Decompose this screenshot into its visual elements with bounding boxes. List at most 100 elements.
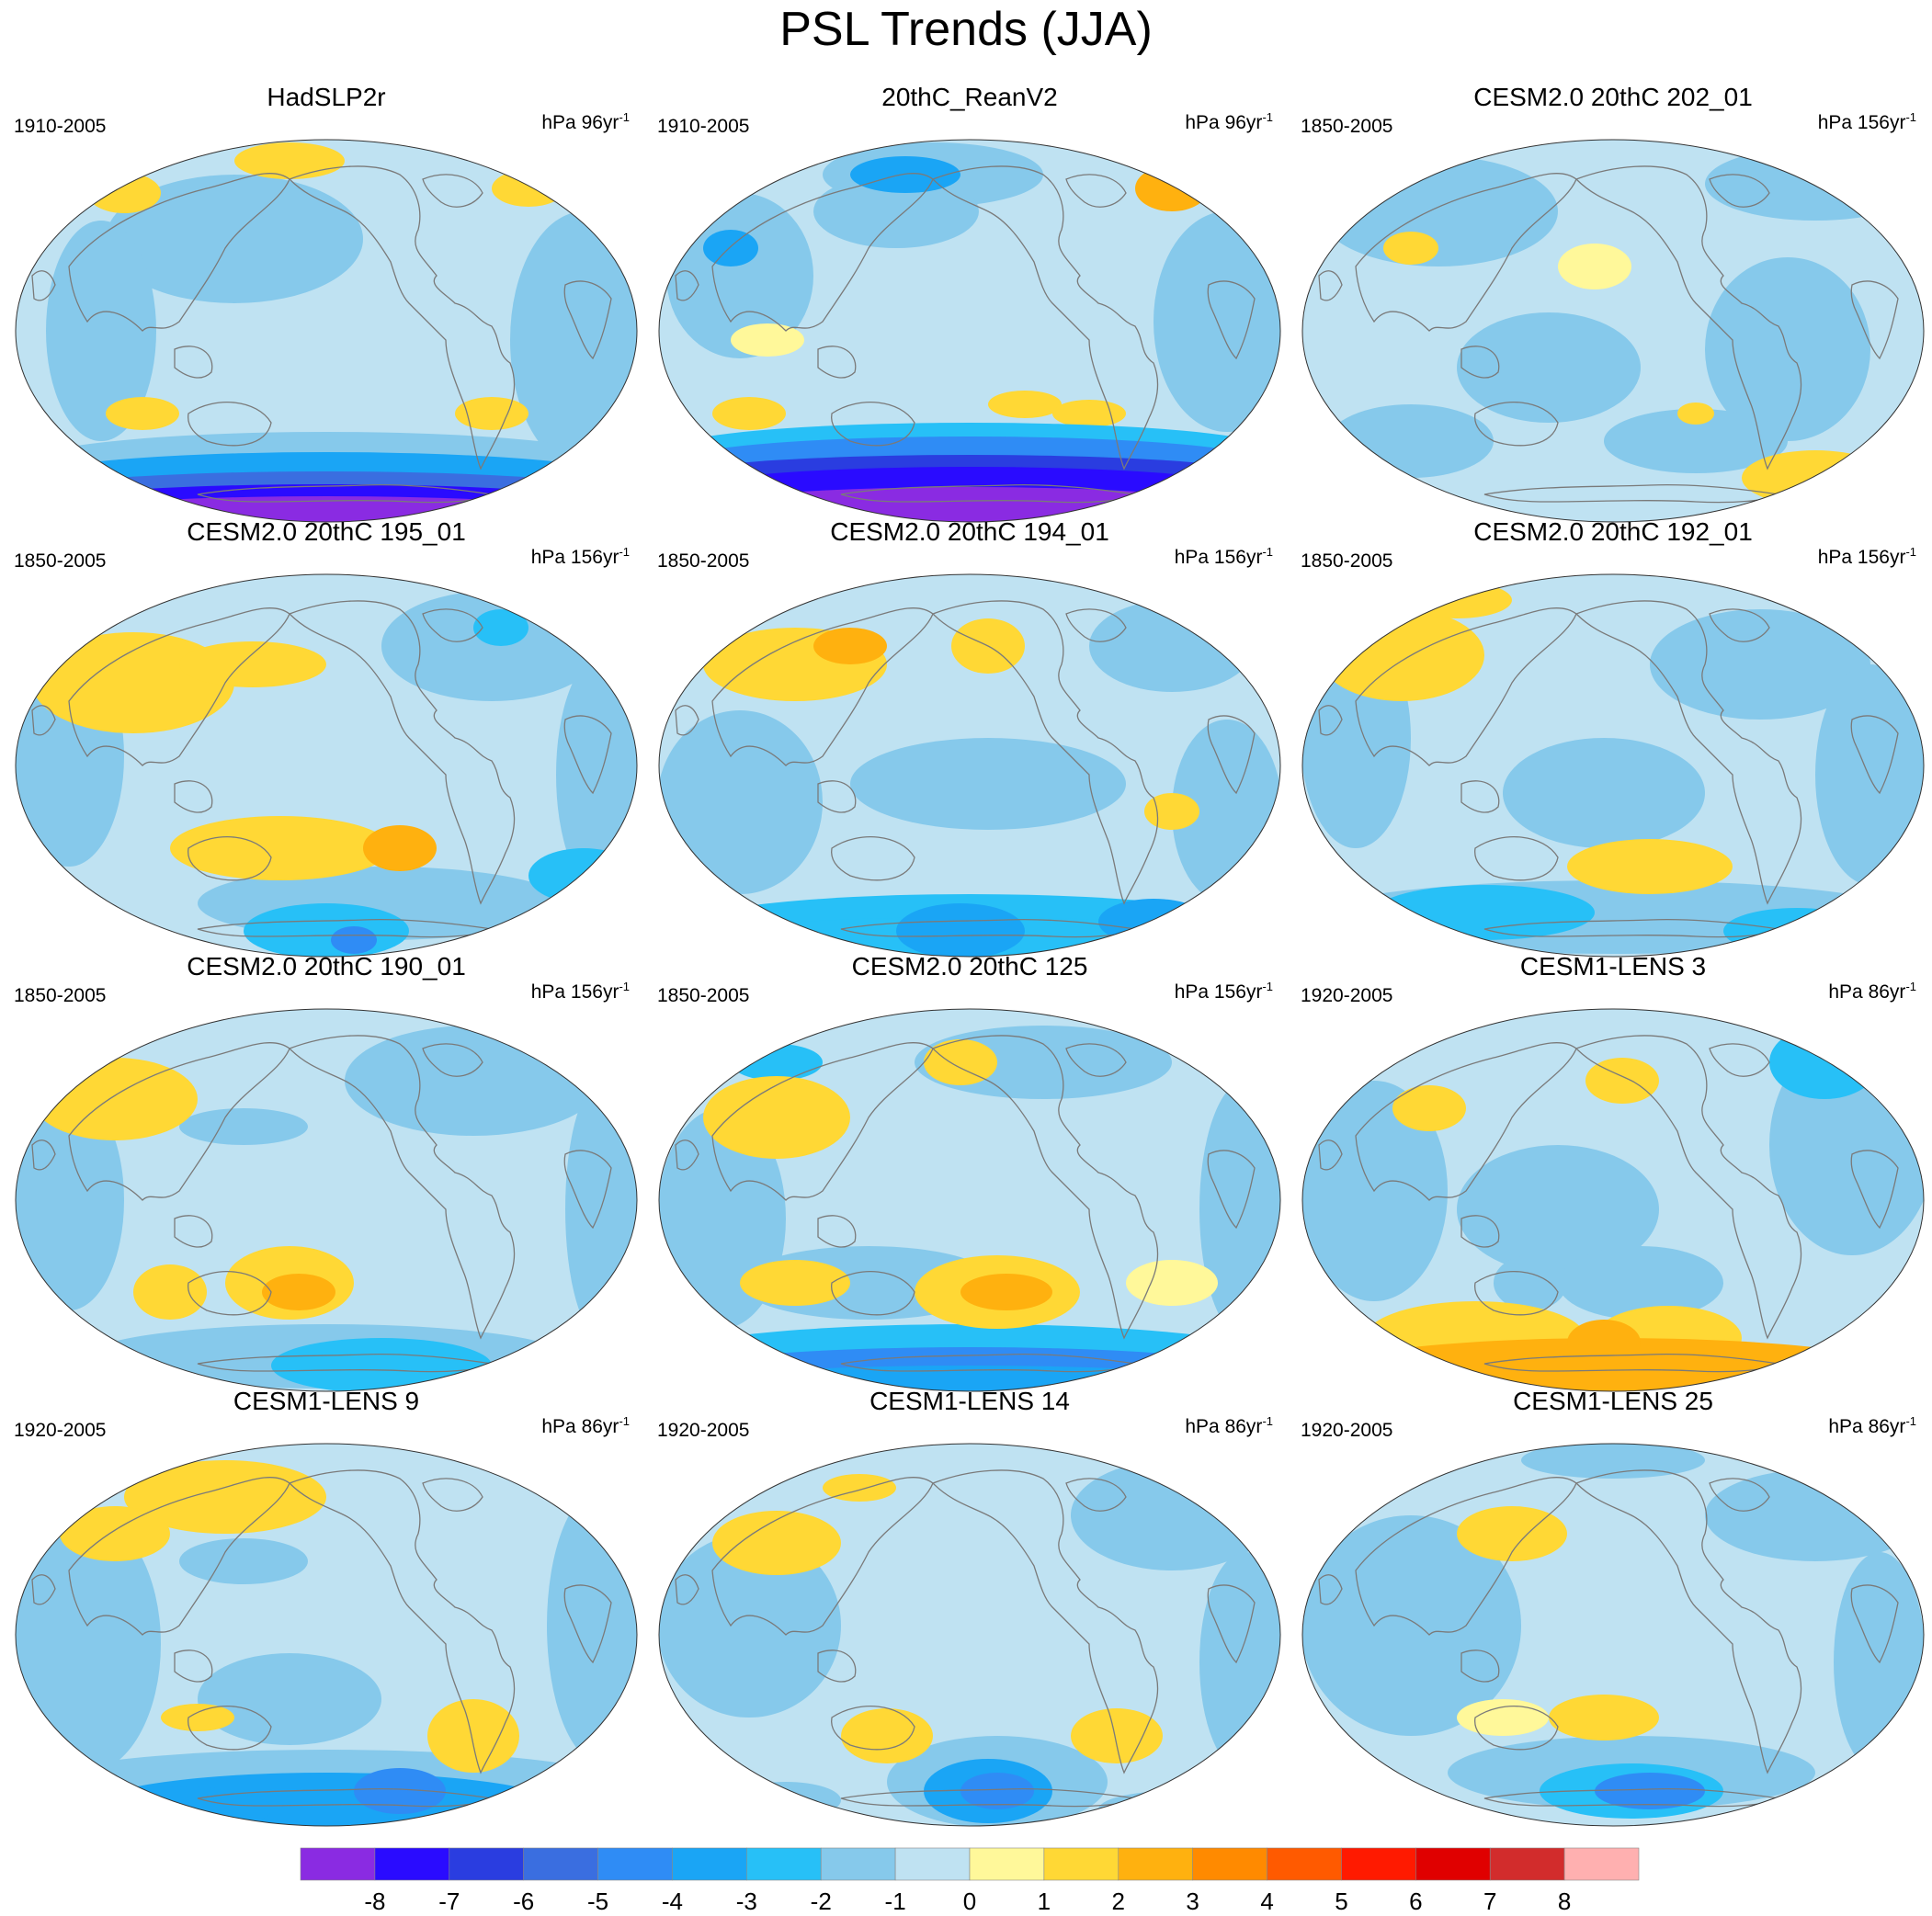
colorbar-tick-label: -8: [364, 1888, 386, 1915]
coastline: [817, 780, 857, 813]
map-projection: [15, 1008, 638, 1392]
trend-contour: [1098, 899, 1209, 945]
trend-contour: [731, 1044, 823, 1081]
map-outline: [15, 1008, 638, 1392]
trend-contour: [363, 825, 437, 871]
panel-period: 1850-2005: [1301, 116, 1393, 137]
coastline: [422, 1043, 483, 1077]
trend-contour: [179, 1108, 308, 1145]
coastline: [1850, 280, 1899, 360]
colorbar-tick-label: 6: [1409, 1888, 1423, 1915]
trend-contour: [1521, 1444, 1705, 1479]
coastline: [1207, 1584, 1256, 1664]
trend-contour: [1383, 232, 1438, 265]
trend-contour: [1585, 1058, 1659, 1104]
coastline: [931, 165, 1159, 470]
panel-period: 1910-2005: [657, 116, 750, 137]
trend-contour: [198, 1653, 381, 1745]
colorbar: [300, 1847, 1640, 1881]
coastline: [1460, 1650, 1500, 1683]
coastline: [563, 1150, 612, 1230]
coastline: [817, 1650, 857, 1683]
colorbar-tick-label: -6: [513, 1888, 535, 1915]
trend-contour: [1705, 257, 1870, 441]
trend-contour: [16, 1090, 124, 1310]
panel-title: CESM2.0 20thC 190_01: [187, 952, 466, 981]
coastline: [1474, 1271, 1559, 1316]
panel-period: 1850-2005: [14, 550, 107, 572]
trend-contour: [1457, 1506, 1567, 1561]
trend-contour: [1457, 1145, 1659, 1274]
trend-contour: [170, 816, 391, 880]
trend-contour: [1310, 880, 1916, 954]
coastline: [1709, 174, 1770, 208]
coastline: [1355, 1477, 1577, 1636]
coastline: [68, 1042, 290, 1201]
coastline: [931, 1469, 1159, 1774]
coastline: [1065, 1043, 1127, 1077]
trend-contour: [106, 397, 179, 430]
map-projection: [658, 1443, 1281, 1827]
trend-contour: [1374, 885, 1595, 940]
coastline: [563, 715, 612, 795]
coastline: [68, 607, 290, 766]
colorbar-tick-label: 1: [1037, 1888, 1051, 1915]
trend-contour: [528, 848, 637, 903]
coastline: [1574, 600, 1802, 905]
trend-contour: [271, 1338, 492, 1391]
trend-contour: [813, 175, 979, 248]
coastline: [188, 1271, 272, 1316]
coastline: [1709, 608, 1770, 642]
trend-contour: [1558, 244, 1631, 289]
coastline: [1574, 1469, 1802, 1774]
coastline: [188, 1706, 272, 1751]
trend-contour: [1503, 738, 1705, 848]
coastline: [68, 1477, 290, 1636]
colorbar-box: [374, 1847, 450, 1881]
colorbar-tick-label: 4: [1260, 1888, 1274, 1915]
colorbar-tick-label: -1: [884, 1888, 906, 1915]
trend-contour: [106, 175, 363, 303]
colorbar-box: [894, 1847, 971, 1881]
trend-contour: [712, 1511, 841, 1575]
trend-contour: [244, 903, 409, 957]
trend-contour: [32, 1058, 198, 1140]
colorbar-box: [672, 1847, 747, 1881]
map-projection: [1301, 139, 1925, 523]
coastline: [931, 600, 1159, 905]
trend-contour: [1457, 1699, 1549, 1736]
trend-contour: [1319, 609, 1484, 701]
map-panel: HadSLP2r 1910-2005 hPa 96yr-1: [5, 83, 648, 523]
coastline: [1709, 1043, 1770, 1077]
colorbar-box: [1489, 1847, 1565, 1881]
map-projection: [15, 573, 638, 958]
colorbar-tick-label: 5: [1335, 1888, 1348, 1915]
trend-contour: [473, 609, 528, 646]
map-outline: [658, 1008, 1281, 1392]
map-panel: CESM2.0 20thC 190_01 1850-2005 hPa 156yr-1: [5, 952, 648, 1392]
panel-units: hPa 156yr-1: [1817, 545, 1916, 568]
map-outline: [15, 573, 638, 958]
panel-units: hPa 96yr-1: [541, 110, 630, 133]
map-projection: [1301, 1008, 1925, 1392]
trend-contour: [1815, 664, 1924, 885]
trend-contour: [813, 628, 887, 664]
map-outline: [658, 1443, 1281, 1827]
coastline: [188, 402, 272, 447]
colorbar-tick-label: -2: [810, 1888, 832, 1915]
coastline: [31, 270, 56, 301]
panel-title: CESM2.0 20thC 192_01: [1473, 517, 1753, 546]
trend-contour: [850, 156, 960, 193]
coastline: [422, 608, 483, 642]
figure-title: PSL Trends (JJA): [779, 3, 1153, 56]
trend-contour: [1659, 798, 1696, 825]
panel-period: 1910-2005: [14, 116, 107, 137]
colorbar-box: [1341, 1847, 1416, 1881]
colorbar-box: [1563, 1847, 1640, 1881]
coastline: [422, 174, 483, 208]
trend-contour: [1144, 793, 1199, 830]
coastline: [1355, 173, 1577, 332]
trend-contour: [133, 1264, 207, 1320]
map-panel: CESM2.0 20thC 194_01 1850-2005 hPa 156yr-1: [648, 517, 1291, 958]
trend-contour: [455, 397, 528, 430]
